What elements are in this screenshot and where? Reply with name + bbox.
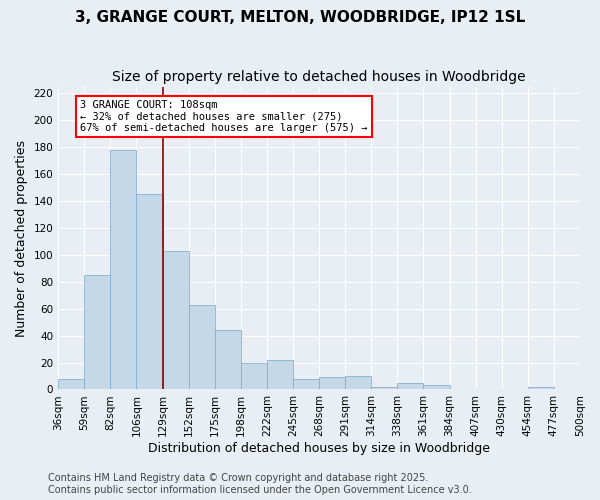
Text: 3 GRANGE COURT: 108sqm
← 32% of detached houses are smaller (275)
67% of semi-de: 3 GRANGE COURT: 108sqm ← 32% of detached… <box>80 100 368 133</box>
X-axis label: Distribution of detached houses by size in Woodbridge: Distribution of detached houses by size … <box>148 442 490 455</box>
Title: Size of property relative to detached houses in Woodbridge: Size of property relative to detached ho… <box>112 70 526 84</box>
Bar <box>215 330 241 390</box>
Text: 3, GRANGE COURT, MELTON, WOODBRIDGE, IP12 1SL: 3, GRANGE COURT, MELTON, WOODBRIDGE, IP1… <box>75 10 525 25</box>
Y-axis label: Number of detached properties: Number of detached properties <box>15 140 28 336</box>
Text: Contains HM Land Registry data © Crown copyright and database right 2025.
Contai: Contains HM Land Registry data © Crown c… <box>48 474 472 495</box>
Bar <box>397 382 424 390</box>
Bar <box>163 251 188 390</box>
Bar <box>424 386 449 390</box>
Bar <box>371 387 397 390</box>
Bar <box>58 378 84 390</box>
Bar <box>319 378 345 390</box>
Bar <box>241 362 267 390</box>
Bar <box>293 378 319 390</box>
Bar <box>110 150 136 390</box>
Bar <box>267 360 293 390</box>
Bar <box>188 304 215 390</box>
Bar <box>136 194 163 390</box>
Bar <box>345 376 371 390</box>
Bar <box>84 275 110 390</box>
Bar <box>528 387 554 390</box>
